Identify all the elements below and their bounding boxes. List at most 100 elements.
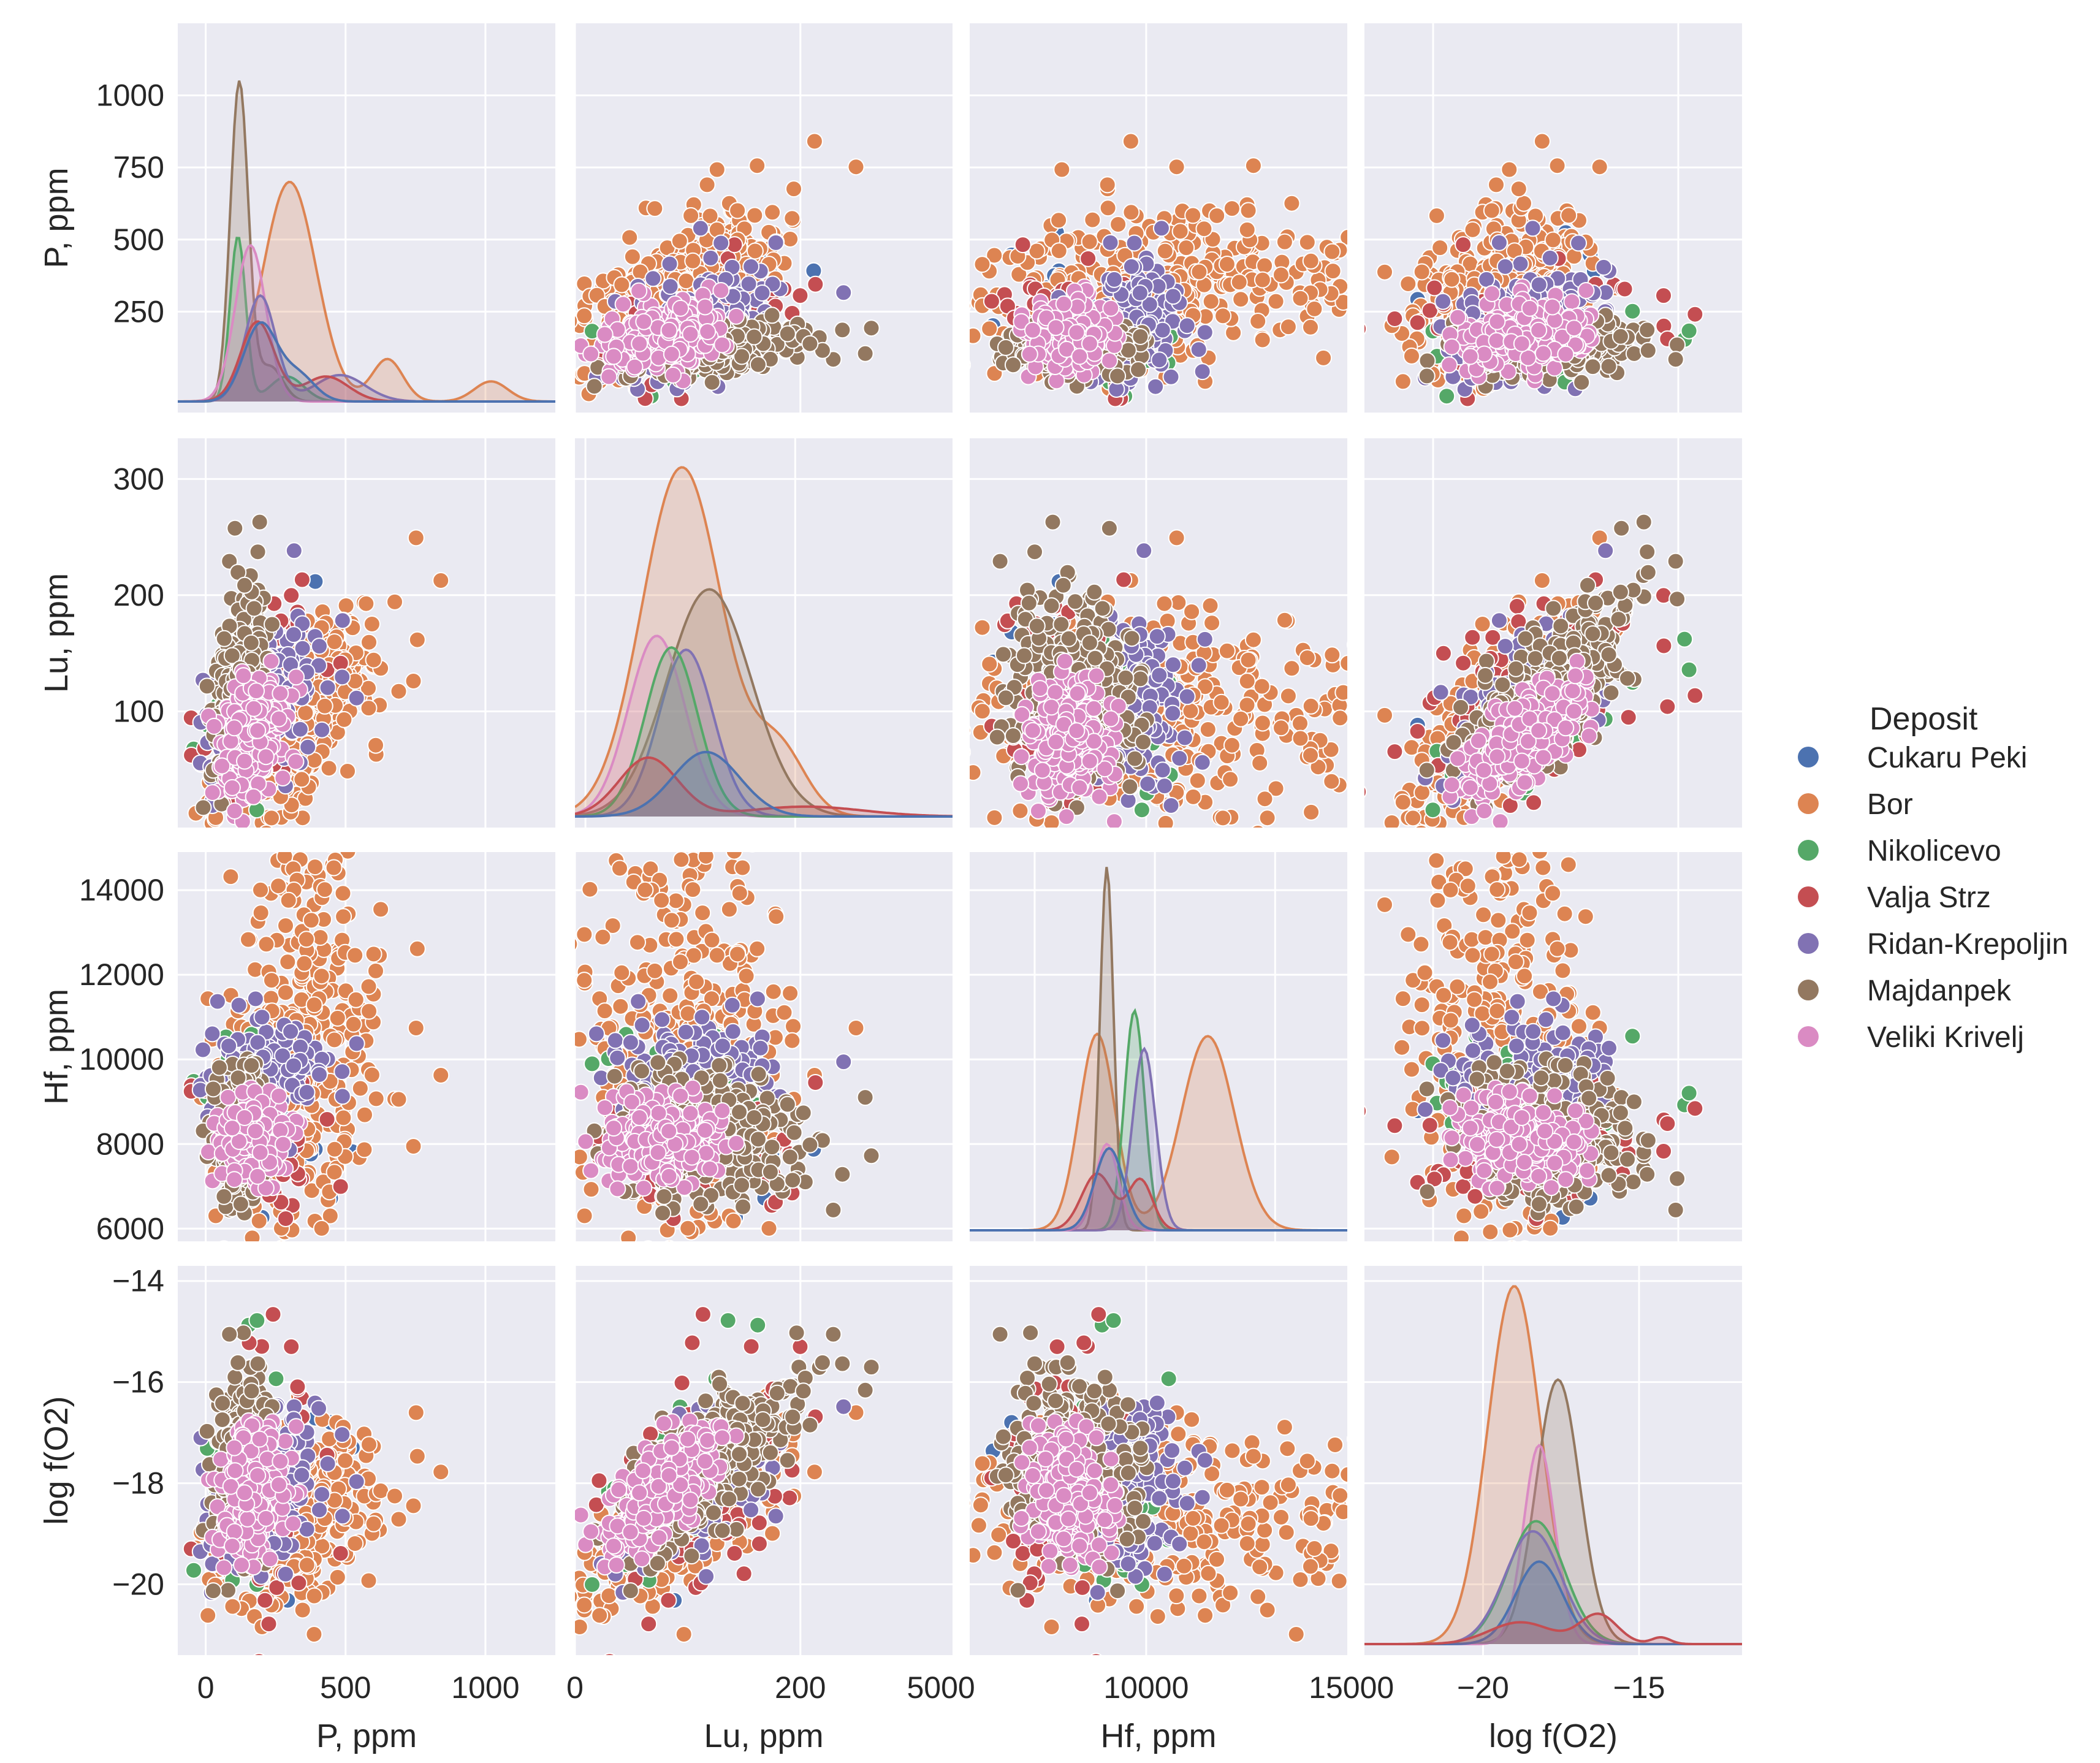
scatter-point <box>1488 313 1506 330</box>
scatter-point <box>1512 255 1529 273</box>
scatter-point <box>1283 194 1301 212</box>
scatter-point <box>631 335 649 352</box>
scatter-point <box>1434 292 1452 310</box>
scatter-point <box>582 345 600 363</box>
scatter-point <box>1071 348 1089 365</box>
scatter-point <box>1267 292 1285 310</box>
scatter-point <box>712 234 730 252</box>
scatter-point <box>635 313 653 330</box>
scatter-point <box>1409 314 1426 332</box>
scatter-point <box>257 748 275 766</box>
scatter-point <box>1196 324 1214 341</box>
scatter-point <box>1345 294 1347 303</box>
scatter-point <box>847 158 865 176</box>
scatter-point <box>1218 256 1236 273</box>
scatter-point <box>1125 234 1143 252</box>
scatter-point <box>1638 321 1656 339</box>
y-tick-label: 250 <box>113 294 164 329</box>
kde-curves <box>178 80 555 403</box>
scatter-point <box>313 721 331 739</box>
scatter-point <box>1306 300 1323 318</box>
scatter-point <box>1101 234 1119 251</box>
scatter-point <box>970 360 972 370</box>
scatter-point <box>1524 219 1542 237</box>
scatter-point <box>1346 253 1347 260</box>
scatter-point <box>1449 308 1467 326</box>
scatter-point <box>1668 336 1686 354</box>
scatter-point <box>216 829 232 845</box>
scatter-point <box>333 668 351 686</box>
kde-line <box>575 756 953 818</box>
scatter-point <box>1364 322 1368 335</box>
scatter-point <box>1238 221 1256 238</box>
scatter-point <box>1230 273 1248 291</box>
scatter-point <box>1168 158 1185 176</box>
kde-fill <box>178 295 555 402</box>
scatter-point <box>1058 340 1076 358</box>
scatter-point <box>1323 243 1341 261</box>
scatter-point <box>1223 200 1241 218</box>
scatter-points <box>1364 132 1704 408</box>
scatter-point <box>287 668 305 686</box>
scatter-point <box>226 719 243 737</box>
scatter-point <box>1292 289 1309 307</box>
scatter-point <box>194 799 212 817</box>
panel-r1-c2 <box>970 438 1347 828</box>
scatter-point <box>1050 242 1068 260</box>
kde-fill <box>575 650 953 817</box>
scatter-point <box>621 229 639 246</box>
scatter-point <box>1426 279 1444 297</box>
scatter-points <box>970 132 1347 408</box>
scatter-point <box>1376 263 1393 281</box>
scatter-point <box>708 161 726 178</box>
scatter-point <box>1254 271 1271 289</box>
scatter-point <box>236 752 253 770</box>
scatter-point <box>1501 161 1518 178</box>
scatter-point <box>1565 319 1583 337</box>
scatter-point <box>1625 345 1643 362</box>
scatter-point <box>701 207 719 225</box>
scatter-point <box>1499 363 1517 381</box>
scatter-point <box>1190 341 1208 359</box>
scatter-point <box>285 542 303 560</box>
scatter-point <box>1276 233 1293 251</box>
scatter-point <box>1488 176 1505 194</box>
scatter-point <box>1109 216 1127 233</box>
panel-r0-c1 <box>574 23 953 413</box>
scatter-point <box>1171 223 1189 240</box>
scatter-point <box>728 307 745 325</box>
scatter-point <box>249 543 267 561</box>
scatter-point <box>702 249 720 267</box>
scatter-point <box>1324 262 1342 280</box>
scatter-point <box>262 652 280 670</box>
scatter-point <box>1553 328 1571 346</box>
scatter-point <box>1184 207 1202 224</box>
scatter-point <box>285 626 303 644</box>
scatter-point <box>745 328 763 346</box>
scatter-point <box>1563 293 1581 311</box>
scatter-point <box>1611 327 1629 345</box>
scatter-point <box>1249 313 1267 330</box>
scatter-point <box>1021 345 1038 363</box>
scatter-point <box>348 689 365 707</box>
scatter-point <box>1162 368 1180 386</box>
scatter-point <box>763 307 781 324</box>
scatter-point <box>283 587 300 604</box>
kde-curves <box>575 466 953 818</box>
y-tick-label: 300 <box>113 462 164 496</box>
scatter-point <box>740 275 758 293</box>
scatter-point <box>337 597 355 614</box>
scatter-point <box>1302 252 1320 270</box>
scatter-point <box>682 207 700 224</box>
scatter-point <box>1591 158 1608 176</box>
y-tick-label: 750 <box>113 150 164 185</box>
scatter-point <box>703 373 721 391</box>
scatter-point <box>248 682 265 700</box>
scatter-point <box>1004 356 1022 374</box>
scatter-point <box>245 600 263 617</box>
scatter-point <box>333 612 351 630</box>
